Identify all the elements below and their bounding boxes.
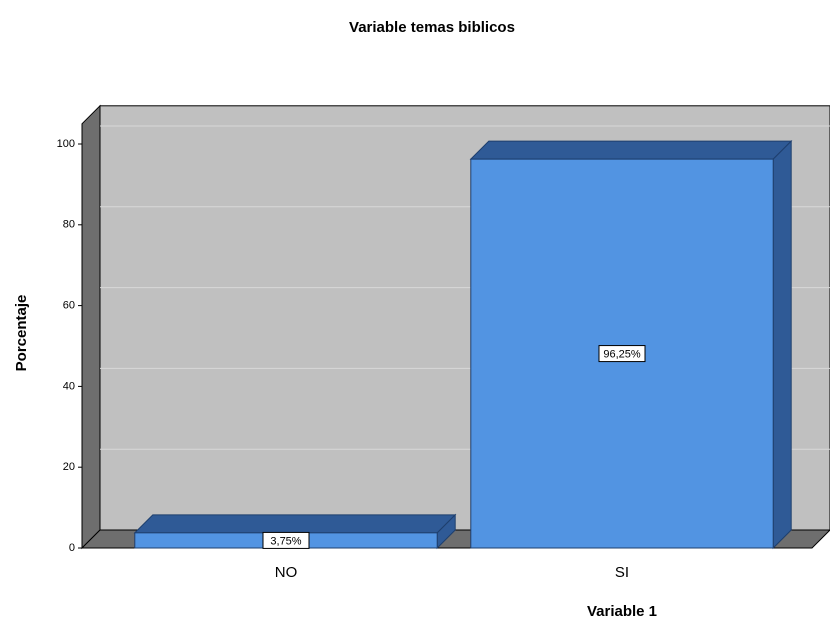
bar-side (772, 139, 792, 550)
chart-title: Variable temas biblicos (349, 19, 515, 36)
bar-top (469, 140, 793, 160)
value-label-box (598, 345, 646, 363)
side-wall (81, 104, 101, 550)
value-label: 3,75% (270, 535, 301, 547)
value-label-box (262, 531, 310, 549)
y-axis-label: Porcentaje (13, 295, 30, 372)
y-tick-label: 80 (63, 219, 75, 231)
x-tick-label: NO (275, 564, 298, 581)
y-tick-label: 60 (63, 300, 75, 312)
value-label: 96,25% (603, 348, 641, 360)
x-axis-label: Variable 1 (587, 603, 657, 620)
x-tick-label: SI (615, 564, 629, 581)
y-tick-label: 20 (63, 461, 75, 473)
y-tick-label: 40 (63, 380, 75, 392)
y-tick-label: 100 (57, 138, 75, 150)
y-tick-label: 0 (69, 542, 75, 554)
bar-top (133, 514, 457, 534)
